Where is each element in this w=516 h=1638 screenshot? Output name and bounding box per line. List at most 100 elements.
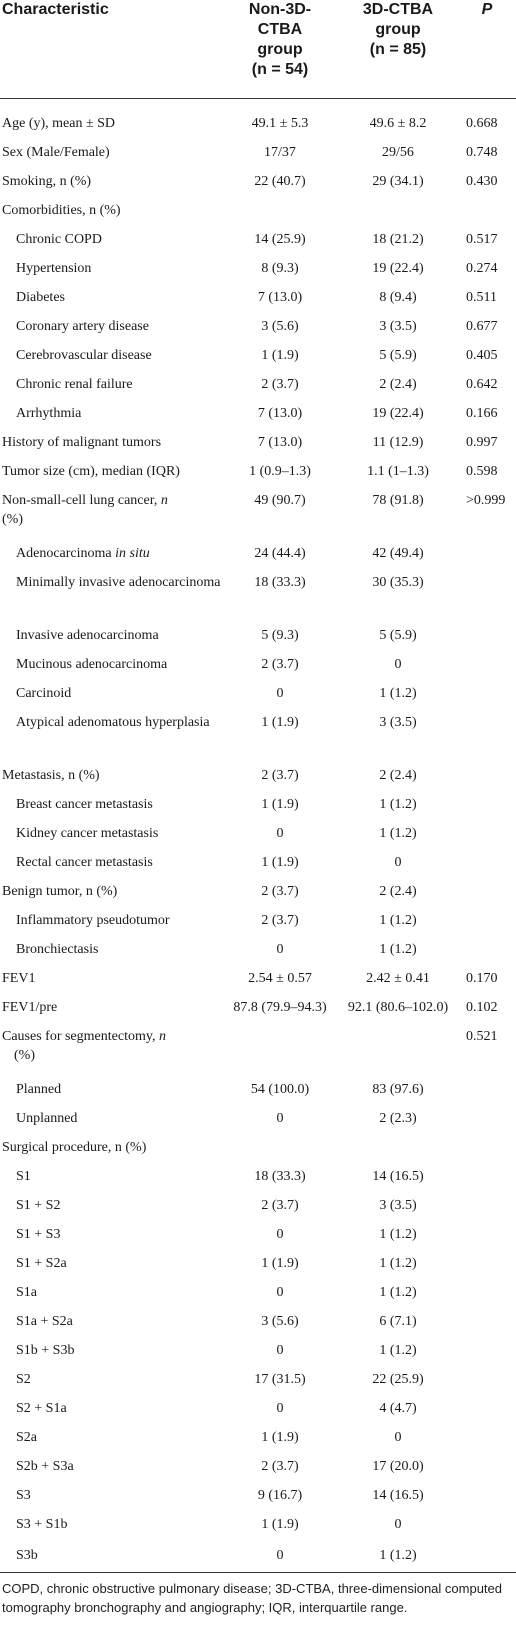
row-label: S2 + S1a <box>16 1401 67 1416</box>
row-label: History of malignant tumors <box>2 435 162 450</box>
row-label: Arrhythmia <box>16 406 82 421</box>
cell-non-3d: 17/37 <box>264 145 296 160</box>
cell-p <box>458 1336 516 1365</box>
cell-p: 0.677 <box>466 319 498 334</box>
cell-3d: 22 (25.9) <box>372 1372 424 1387</box>
cell-3d: 19 (22.4) <box>372 261 424 276</box>
cell-p <box>458 761 516 790</box>
row-label: Benign tumor, n (%) <box>2 884 118 899</box>
cell-p <box>458 1104 516 1133</box>
row-label: Chronic renal failure <box>16 377 133 392</box>
cell-3d: 0 <box>394 1430 402 1445</box>
row-label: S1 + S2 <box>16 1198 61 1213</box>
cell-p: 0.748 <box>466 145 498 160</box>
table-row: History of malignant tumors 7 (13.0) 11 (1… <box>0 428 516 457</box>
table-row: Smoking, n (%) 22 (40.7) 29 (34.1) 0.430 <box>0 167 516 196</box>
cell-non-3d: 0 <box>276 942 284 957</box>
table-row: S3b 0 1 (1.2) <box>0 1539 516 1573</box>
cell-non-3d: 2 (3.7) <box>261 1459 299 1474</box>
cell-3d: 49.6 ± 8.2 <box>369 116 427 131</box>
cell-non-3d: 0 <box>276 1401 284 1416</box>
cell-p <box>458 1220 516 1249</box>
table-row: S2b + S3a 2 (3.7) 17 (20.0) <box>0 1452 516 1481</box>
cell-p <box>458 1191 516 1220</box>
cell-3d: 0 <box>394 657 402 672</box>
cell-3d: 11 (12.9) <box>372 435 424 450</box>
row-label: Breast cancer metastasis <box>16 797 153 812</box>
row-label: Kidney cancer metastasis <box>16 826 159 841</box>
table-row: S1a + S2a 3 (5.6) 6 (7.1) <box>0 1307 516 1336</box>
cell-3d: 14 (16.5) <box>372 1169 424 1184</box>
cell-3d <box>338 1022 458 1075</box>
table-row: S2a 1 (1.9) 0 <box>0 1423 516 1452</box>
cell-p: 0.997 <box>466 435 498 450</box>
header-non-3d-line2: CTBA <box>257 21 303 38</box>
cell-non-3d: 3 (5.6) <box>261 1314 299 1329</box>
row-label: S1 + S2a <box>16 1256 67 1271</box>
cell-p: 0.668 <box>466 116 498 131</box>
row-label: Diabetes <box>16 290 65 305</box>
cell-p: 0.521 <box>466 1029 498 1044</box>
cell-p: 0.166 <box>466 406 498 421</box>
header-3d-ctba-group: 3D-CTBA group (n = 85) <box>338 0 458 99</box>
cell-p <box>458 708 516 761</box>
cell-non-3d: 1 (1.9) <box>261 348 299 363</box>
row-label: Hypertension <box>16 261 92 276</box>
cell-p <box>458 1307 516 1336</box>
cell-3d: 1 (1.2) <box>379 686 417 701</box>
table-row: S1 + S2a 1 (1.9) 1 (1.2) <box>0 1249 516 1278</box>
cell-non-3d: 7 (13.0) <box>257 406 303 421</box>
cell-3d: 18 (21.2) <box>372 232 424 247</box>
cell-non-3d: 2 (3.7) <box>261 768 299 783</box>
cell-3d: 14 (16.5) <box>372 1488 424 1503</box>
cell-non-3d: 0 <box>276 1111 284 1126</box>
table-row: Hypertension 8 (9.3) 19 (22.4) 0.274 <box>0 254 516 283</box>
characteristics-table: Characteristic Non-3D- CTBA group (n = 5… <box>0 0 516 1573</box>
row-label: Coronary artery disease <box>16 319 149 334</box>
cell-p: 0.274 <box>466 261 498 276</box>
table-row: S2 + S1a 0 4 (4.7) <box>0 1394 516 1423</box>
table-row: Bronchiectasis 0 1 (1.2) <box>0 935 516 964</box>
cell-non-3d: 49.1 ± 5.3 <box>251 116 309 131</box>
cell-3d: 1 (1.2) <box>338 1539 458 1573</box>
table-row: S3 + S1b 1 (1.9) 0 <box>0 1510 516 1539</box>
header-3d-line2: group <box>375 21 421 38</box>
header-3d-n: (n = 85) <box>369 41 427 58</box>
cell-3d: 1 (1.2) <box>379 826 417 841</box>
table-row: Coronary artery disease 3 (5.6) 3 (3.5) 0.6… <box>0 312 516 341</box>
cell-p <box>458 848 516 877</box>
cell-non-3d: 54 (100.0) <box>250 1082 310 1097</box>
cell-3d: 29 (34.1) <box>372 174 424 189</box>
row-label: S3b <box>0 1539 222 1573</box>
table-row: Carcinoid 0 1 (1.2) <box>0 679 516 708</box>
row-label: S3 <box>16 1488 31 1503</box>
cell-p <box>458 679 516 708</box>
row-label: S2b + S3a <box>16 1459 74 1474</box>
cell-non-3d <box>222 196 338 225</box>
cell-non-3d: 2 (3.7) <box>261 1198 299 1213</box>
row-label: S1 <box>16 1169 31 1184</box>
cell-p <box>458 1133 516 1162</box>
cell-3d: 5 (5.9) <box>379 628 417 643</box>
cell-non-3d: 22 (40.7) <box>254 174 306 189</box>
cell-3d: 30 (35.3) <box>372 575 424 590</box>
cell-non-3d: 18 (33.3) <box>254 575 306 590</box>
cell-3d: 1.1 (1–1.3) <box>367 464 429 479</box>
row-label: S1b + S3b <box>16 1343 75 1358</box>
table-row: Cerebrovascular disease 1 (1.9) 5 (5.9) 0.4… <box>0 341 516 370</box>
cell-p: 0.102 <box>466 1000 498 1015</box>
cell-non-3d: 7 (13.0) <box>257 290 303 305</box>
table-row: Planned 54 (100.0) 83 (97.6) <box>0 1075 516 1104</box>
row-label-suffix: (%) <box>2 512 23 527</box>
cell-3d <box>338 196 458 225</box>
header-non-3d-line3: group <box>257 41 303 58</box>
cell-3d: 1 (1.2) <box>379 942 417 957</box>
cell-3d: 29/56 <box>382 145 414 160</box>
cell-p: 0.405 <box>466 348 498 363</box>
header-non-3d-line1: Non-3D- <box>248 1 312 18</box>
row-label: Sex (Male/Female) <box>2 145 110 160</box>
cell-3d: 83 (97.6) <box>372 1082 424 1097</box>
table-row: FEV1/pre 87.8 (79.9–94.3) 92.1 (80.6–102.0… <box>0 993 516 1022</box>
table-row: Breast cancer metastasis 1 (1.9) 1 (1.2) <box>0 790 516 819</box>
